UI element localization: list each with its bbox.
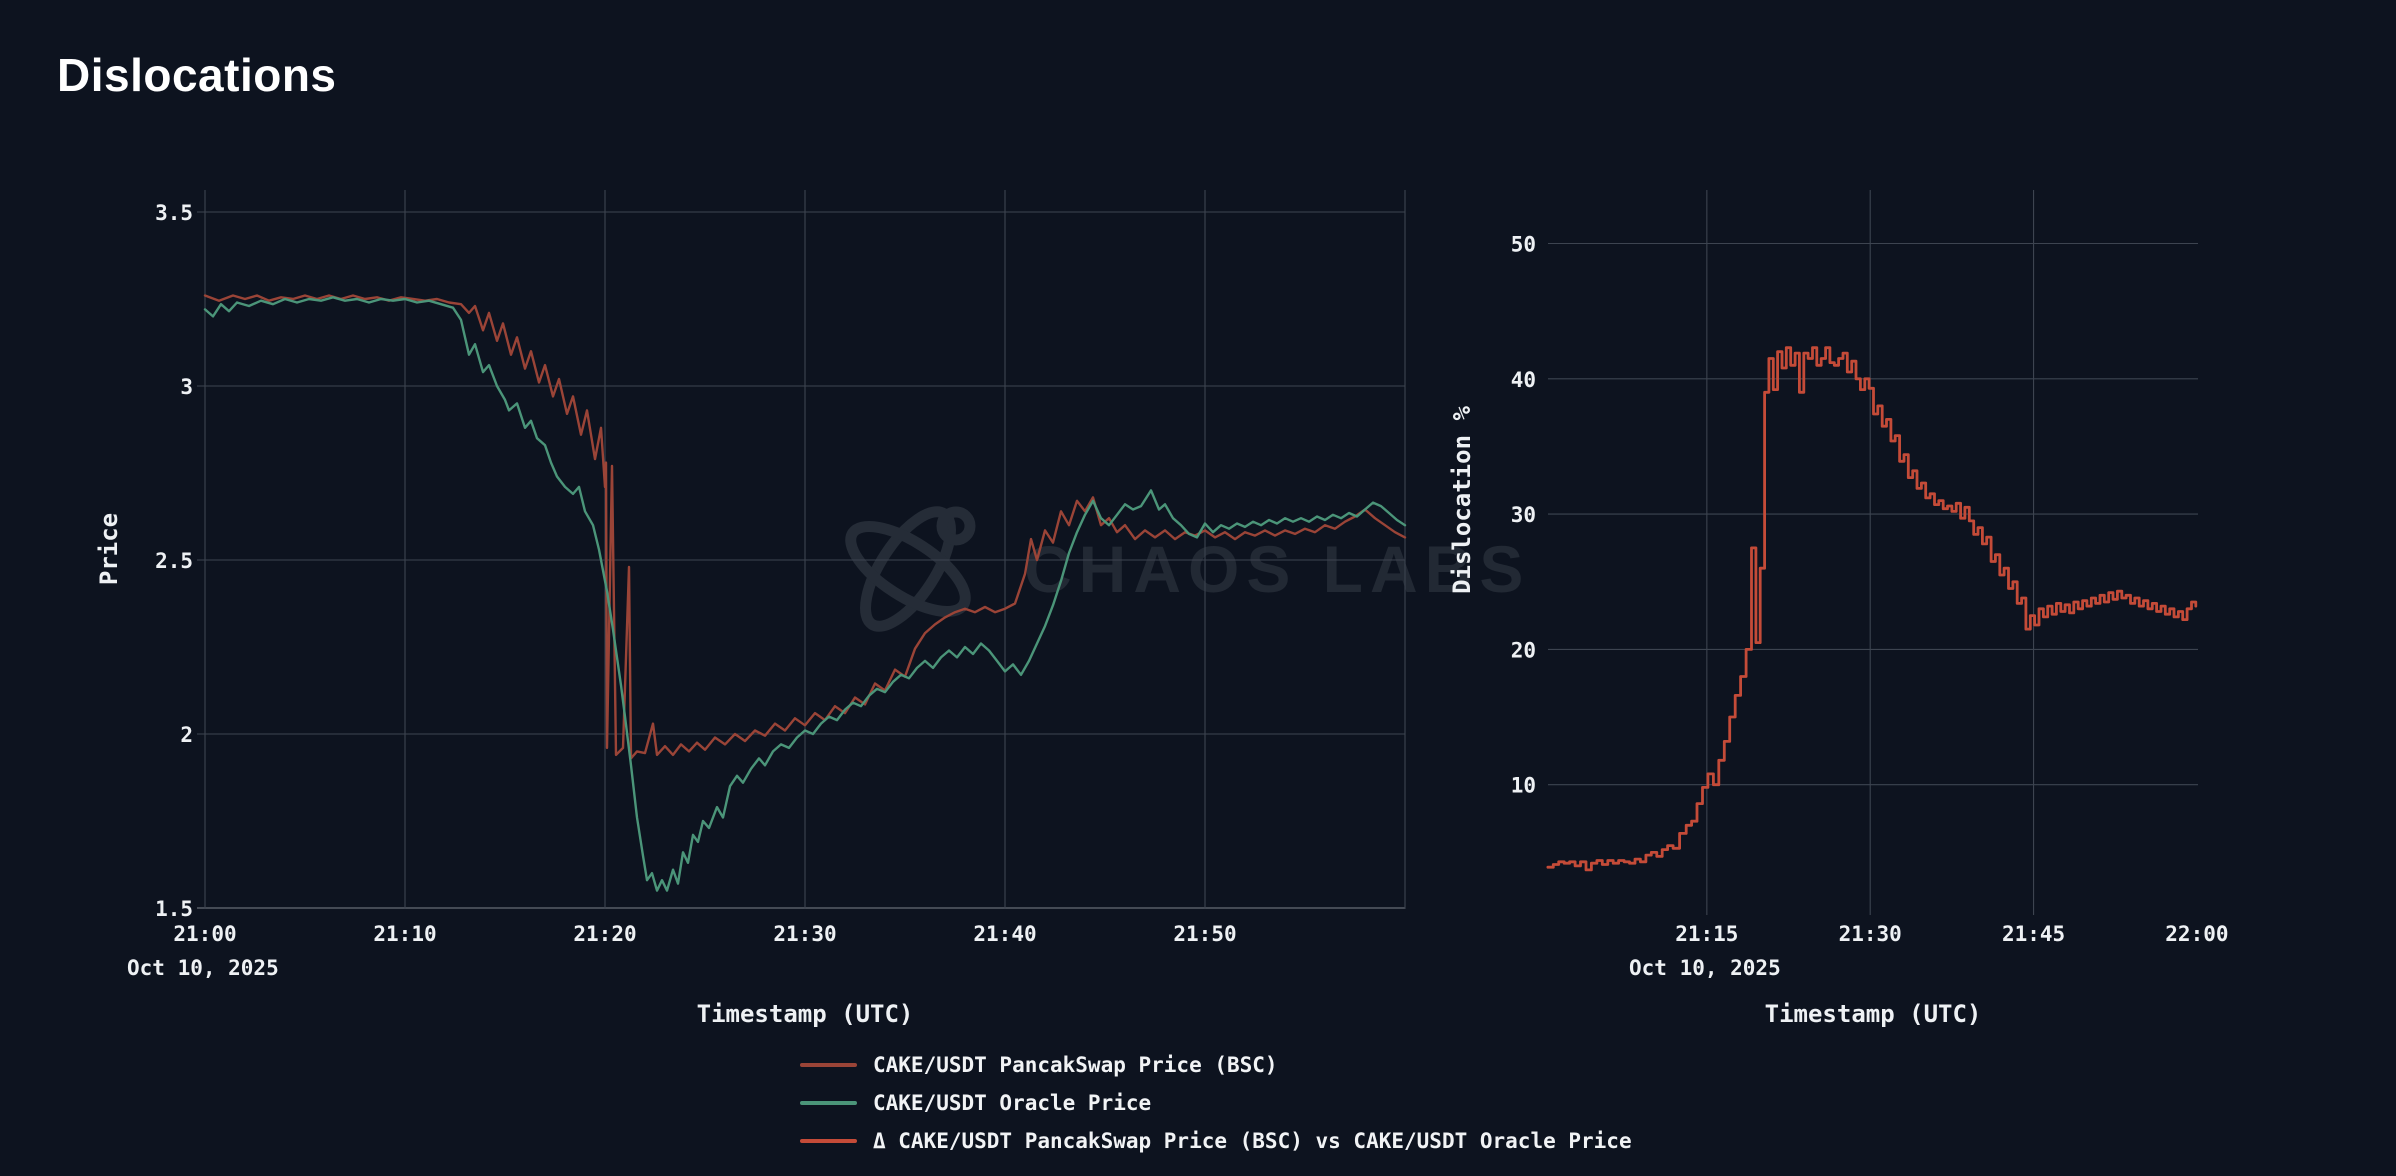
legend-swatch-icon	[800, 1063, 857, 1067]
x-tick-label: 21:10	[373, 922, 436, 946]
x-axis-title: Timestamp (UTC)	[697, 1000, 914, 1028]
y-tick-label: 10	[1511, 774, 1536, 798]
legend: CAKE/USDT PancakSwap Price (BSC) CAKE/USD…	[800, 1046, 1632, 1160]
dislocation-delta-line	[1546, 346, 2198, 872]
y-tick-label: 2	[180, 723, 193, 747]
x-tick-label: 22:00	[2165, 922, 2228, 946]
y-tick-label: 2.5	[155, 549, 193, 573]
y-tick-label: 1.5	[155, 897, 193, 921]
y-tick-label: 40	[1511, 368, 1536, 392]
y-tick-label: 50	[1511, 233, 1536, 257]
x-tick-label: 21:30	[773, 922, 836, 946]
x-tick-label: 21:45	[2002, 922, 2065, 946]
x-axis-title: Timestamp (UTC)	[1765, 1000, 1982, 1028]
x-tick-label: 21:20	[573, 922, 636, 946]
legend-label: CAKE/USDT PancakSwap Price (BSC)	[873, 1053, 1278, 1077]
x-tick-label: 21:30	[1839, 922, 1902, 946]
y-axis-title: Dislocation %	[1448, 406, 1476, 594]
y-tick-label: 3.5	[155, 201, 193, 225]
x-axis-date-label: Oct 10, 2025	[1629, 956, 1781, 980]
x-tick-label: 21:40	[973, 922, 1036, 946]
x-tick-label: 21:50	[1173, 922, 1236, 946]
page-title: Dislocations	[57, 49, 337, 101]
y-tick-label: 20	[1511, 638, 1536, 662]
legend-item-1: CAKE/USDT Oracle Price	[800, 1084, 1632, 1122]
y-axis-title: Price	[95, 513, 123, 585]
y-tick-label: 3	[180, 375, 193, 399]
x-axis-date-label: Oct 10, 2025	[127, 956, 279, 980]
x-tick-label: 21:00	[173, 922, 236, 946]
x-tick-label: 21:15	[1675, 922, 1738, 946]
legend-item-0: CAKE/USDT PancakSwap Price (BSC)	[800, 1046, 1632, 1084]
pancakeswap-price-line	[203, 294, 1407, 760]
legend-swatch-icon	[800, 1101, 857, 1105]
legend-label: Δ CAKE/USDT PancakSwap Price (BSC) vs CA…	[873, 1129, 1632, 1153]
y-tick-label: 30	[1511, 503, 1536, 527]
legend-label: CAKE/USDT Oracle Price	[873, 1091, 1152, 1115]
oracle-price-line	[203, 296, 1407, 892]
legend-item-2: Δ CAKE/USDT PancakSwap Price (BSC) vs CA…	[800, 1122, 1632, 1160]
legend-swatch-icon	[800, 1139, 857, 1143]
